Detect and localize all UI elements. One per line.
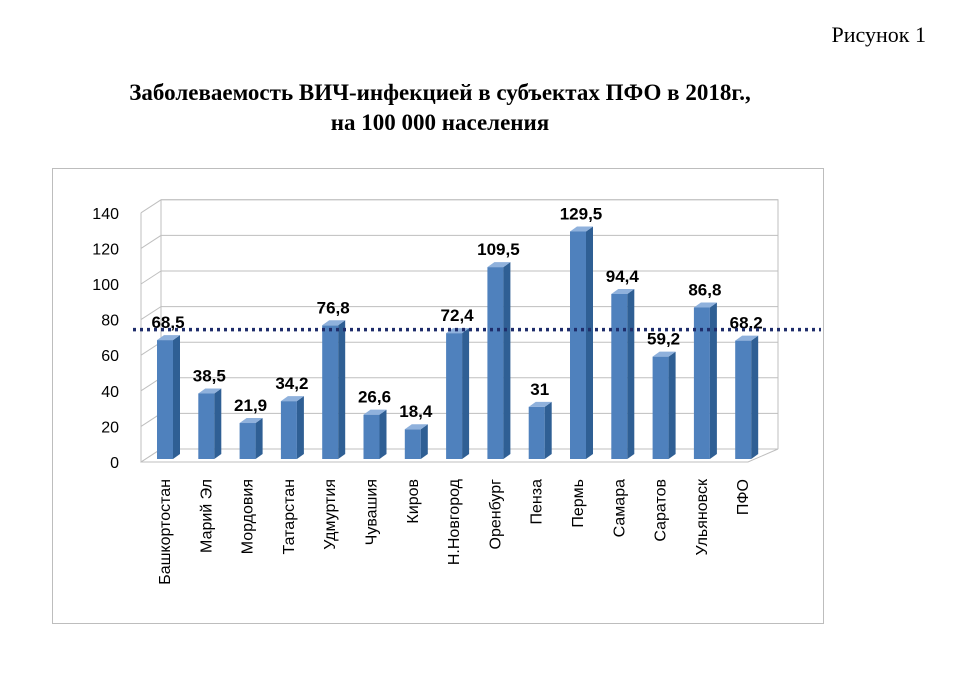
bar [735, 340, 752, 459]
chart-title-line-2: на 100 000 населения [330, 110, 550, 135]
y-tick-label: 20 [101, 419, 119, 436]
data-label: 94,4 [606, 267, 640, 286]
bar-side [296, 396, 304, 459]
bar-top [487, 262, 511, 268]
data-label: 18,4 [399, 402, 433, 421]
category-label: Татарстан [281, 479, 298, 554]
category-label: Чувашия [364, 479, 381, 545]
bar [528, 406, 545, 459]
category-label: Марий Эл [198, 479, 215, 553]
bar-top [693, 302, 717, 308]
chart-title-line-1: Заболеваемость ВИЧ-инфекцией в субъектах… [129, 80, 751, 105]
bar [157, 340, 173, 459]
category-label: Пермь [570, 479, 587, 528]
y-tick-label: 140 [92, 206, 119, 223]
category-label: Мордовия [240, 479, 257, 554]
bar-top [322, 320, 346, 326]
bar-top [280, 396, 304, 402]
bar-side [668, 351, 676, 459]
bar [404, 429, 421, 459]
data-label: 31 [530, 380, 549, 399]
gridline [140, 234, 778, 249]
bar [198, 393, 215, 459]
category-label: Пенза [529, 479, 546, 525]
data-label: 38,5 [193, 366, 226, 385]
bar-side [503, 262, 511, 459]
chart-frame: 0 20 40 60 80 100 120 140 68,5 Башкортостан 38,5 Ма… [52, 168, 824, 624]
bar-side [586, 226, 593, 459]
bar-top [652, 351, 676, 357]
category-label: Киров [405, 479, 422, 524]
bar-side [709, 302, 717, 459]
bar-side [627, 288, 635, 459]
bar [363, 414, 380, 459]
bar-side [379, 409, 387, 459]
y-tick-label: 100 [92, 277, 119, 294]
data-label: 86,8 [688, 280, 721, 299]
data-label: 68,5 [151, 313, 184, 332]
bar [693, 307, 710, 459]
category-label: Удмуртия [322, 479, 339, 550]
y-tick-label: 80 [101, 313, 119, 330]
category-label: Ульяновск [694, 478, 711, 555]
bar [322, 325, 339, 459]
bar-side [751, 335, 759, 459]
bar-top [611, 288, 635, 294]
bar-chart: 0 20 40 60 80 100 120 140 68,5 Башкортостан 38,5 Ма… [92, 199, 821, 585]
bar-top [239, 418, 263, 424]
bar-top [363, 409, 387, 415]
y-tick-label: 40 [101, 384, 119, 401]
y-tick-label: 0 [110, 455, 119, 472]
bar-top [735, 335, 759, 341]
bar [570, 231, 586, 459]
bar [239, 423, 256, 459]
y-tick-label: 120 [92, 241, 119, 258]
data-label: 129,5 [560, 204, 603, 223]
data-label: 59,2 [647, 330, 680, 349]
bar [446, 333, 463, 459]
data-label: 76,8 [317, 298, 350, 317]
bar-top [528, 401, 552, 407]
bar-top [570, 226, 593, 232]
bar-side [338, 320, 346, 459]
data-label: 72,4 [441, 306, 475, 325]
category-label: Самара [611, 479, 628, 537]
category-label: Оренбург [487, 479, 504, 550]
category-label: Башкортостан [157, 479, 174, 585]
data-label: 34,2 [275, 374, 308, 393]
bar [652, 356, 669, 459]
figure-label: Рисунок 1 [831, 22, 926, 47]
category-label: Саратов [653, 479, 670, 542]
bar-side [462, 328, 470, 459]
bar [611, 293, 628, 459]
bar-side [173, 335, 180, 459]
bar-top [157, 335, 180, 341]
data-label: 109,5 [477, 240, 520, 259]
gridline [140, 199, 778, 214]
bar-side [544, 401, 552, 459]
gridline [140, 270, 778, 285]
bar-side [420, 424, 428, 459]
data-label: 26,6 [358, 388, 391, 407]
bar-top [404, 424, 428, 430]
bar-side [214, 388, 222, 459]
bar-side [255, 418, 263, 459]
bar [280, 401, 297, 459]
data-label: 21,9 [234, 396, 267, 415]
category-label: ПФО [735, 479, 752, 515]
bar-top [198, 388, 222, 394]
category-label: Н.Новгород [446, 478, 463, 565]
bar [487, 267, 504, 459]
y-tick-label: 60 [101, 348, 119, 365]
